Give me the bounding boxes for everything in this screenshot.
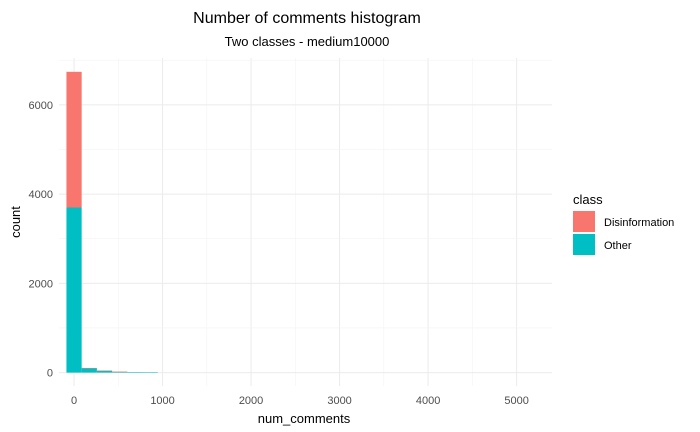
legend: class Disinformation Other — [573, 192, 674, 255]
x-axis-label: num_comments — [258, 411, 351, 426]
legend-label-disinformation: Disinformation — [604, 217, 674, 229]
bar-disinformation — [112, 371, 128, 373]
gridlines — [59, 58, 552, 386]
bar-disinformation — [96, 370, 113, 372]
legend-swatch-other — [573, 234, 595, 255]
legend-title: class — [573, 192, 603, 207]
x-tick-labels: 0 1000 2000 3000 4000 5000 — [71, 395, 529, 407]
x-tick-label: 4000 — [416, 395, 440, 407]
bar-other — [66, 207, 82, 373]
bar-other — [96, 370, 113, 373]
bar-other — [127, 372, 143, 373]
y-axis-label: count — [8, 206, 23, 238]
bar-disinformation — [66, 71, 82, 208]
bar-disinformation — [81, 367, 97, 369]
x-tick-label: 5000 — [504, 395, 528, 407]
y-tick-label: 4000 — [29, 189, 53, 201]
bar-other — [81, 368, 97, 373]
x-tick-label: 3000 — [327, 395, 351, 407]
x-tick-label: 0 — [71, 395, 77, 407]
chart-title: Number of comments histogram — [193, 10, 421, 27]
y-tick-label: 6000 — [29, 100, 53, 112]
bars — [66, 71, 158, 373]
bar-other — [142, 372, 158, 373]
x-tick-label: 2000 — [239, 395, 263, 407]
y-tick-label: 2000 — [29, 278, 53, 290]
legend-swatch-disinformation — [573, 211, 595, 232]
chart-subtitle: Two classes - medium10000 — [225, 34, 390, 49]
legend-label-other: Other — [604, 240, 632, 252]
y-tick-label: 0 — [47, 368, 53, 380]
x-tick-label: 1000 — [150, 395, 174, 407]
y-tick-labels: 0 2000 4000 6000 — [29, 100, 53, 380]
